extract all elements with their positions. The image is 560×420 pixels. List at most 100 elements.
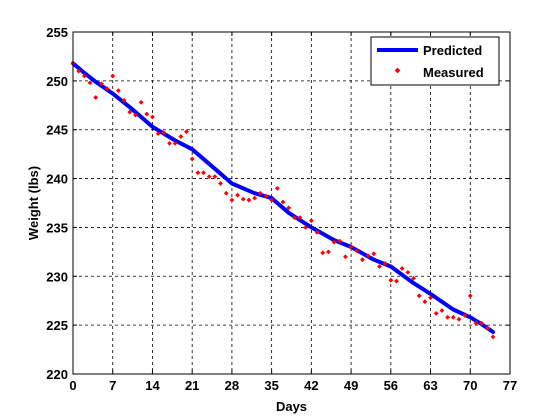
measured-point xyxy=(320,250,326,256)
x-tick-label: 49 xyxy=(344,378,358,393)
measured-point xyxy=(87,80,93,86)
legend-measured-label: Measured xyxy=(423,65,484,80)
measured-point xyxy=(297,215,303,221)
measured-point xyxy=(172,140,178,146)
y-tick-label: 225 xyxy=(46,318,68,333)
plot-area xyxy=(73,32,510,374)
measured-point xyxy=(382,261,388,266)
measured-point xyxy=(252,195,258,201)
measured-point xyxy=(467,293,473,299)
y-axis-label: Weight (lbs) xyxy=(26,166,41,240)
series-layer xyxy=(70,60,496,340)
measured-point xyxy=(308,218,314,223)
measured-point xyxy=(138,99,144,105)
measured-point xyxy=(201,170,206,176)
measured-point xyxy=(325,249,331,255)
measured-point xyxy=(161,130,167,136)
predicted-series-line xyxy=(71,61,495,334)
measured-point xyxy=(360,257,365,263)
measured-point xyxy=(394,278,399,284)
measured-point xyxy=(104,86,110,92)
measured-point xyxy=(399,266,405,271)
measured-point xyxy=(269,197,275,203)
measured-point xyxy=(240,196,246,202)
measured-point xyxy=(479,320,485,326)
measured-point xyxy=(206,174,212,180)
measured-point xyxy=(195,170,201,176)
measured-point xyxy=(76,68,82,74)
legend-predicted-label: Predicted xyxy=(423,43,482,58)
measured-point xyxy=(229,197,235,203)
measured-point xyxy=(462,312,467,318)
x-tick-label: 21 xyxy=(185,378,199,393)
legend-box xyxy=(370,36,500,86)
x-tick-label: 77 xyxy=(503,378,517,393)
y-tick-label: 250 xyxy=(46,74,68,89)
measured-point xyxy=(343,254,348,260)
measured-point xyxy=(445,314,450,320)
measured-point xyxy=(456,316,462,322)
measured-point xyxy=(291,215,297,221)
measured-point xyxy=(155,131,161,137)
measured-point xyxy=(218,181,223,186)
measured-point xyxy=(405,269,411,275)
measured-point xyxy=(314,229,320,235)
y-tick-label: 245 xyxy=(46,123,68,138)
measured-point xyxy=(337,238,343,244)
x-tick-label: 63 xyxy=(423,378,437,393)
measured-point xyxy=(81,73,87,79)
measured-point xyxy=(331,239,337,245)
measured-point xyxy=(178,134,184,139)
tick-layer: 0 7 14 21 28 35 42 49 56 63 70 77 220 225 230 235 240 245… xyxy=(46,25,517,393)
measured-point xyxy=(110,73,116,79)
x-axis-label: Days xyxy=(276,399,307,414)
measured-point xyxy=(274,185,280,191)
measured-point xyxy=(116,88,121,94)
measured-point xyxy=(235,192,240,198)
measured-point xyxy=(416,293,422,299)
y-tick-label: 220 xyxy=(46,367,68,382)
measured-point xyxy=(354,248,360,254)
measured-point xyxy=(286,205,292,211)
measured-point xyxy=(484,325,490,331)
x-tick-label: 14 xyxy=(145,378,160,393)
y-tick-label: 240 xyxy=(46,172,68,187)
measured-point xyxy=(348,244,354,250)
measured-point xyxy=(280,199,286,205)
y-tick-label: 255 xyxy=(46,25,68,40)
measured-point xyxy=(121,98,127,103)
measured-point xyxy=(411,275,416,281)
measured-point xyxy=(133,112,138,118)
measured-point xyxy=(189,156,195,162)
measured-point xyxy=(127,109,133,115)
measured-point xyxy=(98,81,104,87)
measured-point xyxy=(303,225,309,230)
measured-point xyxy=(377,264,382,269)
measured-point xyxy=(246,197,252,203)
measured-point xyxy=(371,251,377,257)
measured-point xyxy=(388,277,394,283)
measured-point xyxy=(257,190,263,196)
x-tick-label: 56 xyxy=(384,378,398,393)
measured-point xyxy=(473,320,479,326)
x-tick-label: 42 xyxy=(304,378,318,393)
x-tick-label: 28 xyxy=(225,378,239,393)
measured-point xyxy=(223,190,229,196)
measured-point xyxy=(365,253,371,259)
measured-point xyxy=(422,299,428,305)
x-tick-label: 0 xyxy=(69,378,76,393)
measured-point xyxy=(450,314,456,320)
x-tick-label: 35 xyxy=(264,378,278,393)
y-tick-label: 230 xyxy=(46,269,68,284)
measured-point xyxy=(93,95,99,100)
measured-point xyxy=(150,114,155,120)
measured-point xyxy=(212,174,218,180)
measured-point xyxy=(428,295,433,301)
measured-point xyxy=(490,334,496,340)
measured-point xyxy=(167,140,172,146)
measured-point xyxy=(263,193,269,199)
y-tick-label: 235 xyxy=(46,220,68,235)
measured-point xyxy=(184,129,189,135)
measured-point xyxy=(439,308,445,313)
